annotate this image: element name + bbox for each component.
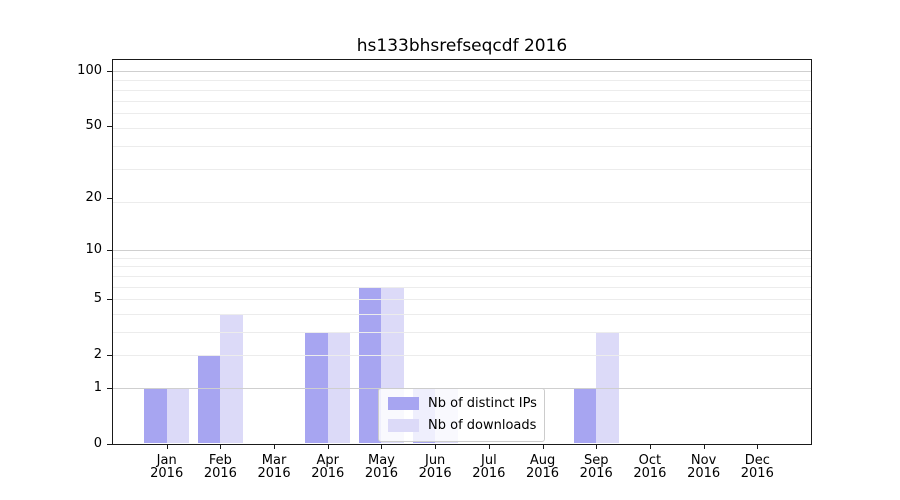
- y-tick-label: 100: [77, 63, 102, 79]
- bar-downloads: [596, 331, 619, 444]
- x-tickmark: [596, 444, 598, 449]
- y-tickmark: [107, 354, 113, 356]
- gridline-minor: [113, 298, 811, 300]
- x-tickmark: [166, 444, 168, 449]
- gridline-minor: [113, 169, 811, 171]
- legend-entry-downloads: Nb of downloads: [388, 418, 537, 433]
- bar-downloads: [327, 331, 351, 444]
- gridline-minor: [113, 127, 811, 129]
- bar-distinct-ips: [573, 387, 597, 444]
- gridline-minor: [113, 354, 811, 356]
- bar-distinct-ips: [144, 387, 167, 444]
- bar-distinct-ips: [197, 354, 221, 444]
- x-tickmark: [381, 444, 383, 449]
- x-tick-label: Jun 2016: [408, 453, 462, 481]
- x-tickmark: [757, 444, 759, 449]
- gridline-minor: [113, 100, 811, 102]
- gridline-minor: [113, 275, 811, 277]
- x-tick-label: Sep 2016: [569, 453, 623, 481]
- x-tick-label-year: 2016: [633, 466, 667, 481]
- bar-downloads: [166, 387, 190, 444]
- x-tickmark: [220, 444, 222, 449]
- x-tick-label: Jul 2016: [462, 453, 516, 481]
- gridline-major: [113, 250, 811, 252]
- x-tick-label-year: 2016: [311, 466, 345, 481]
- legend-swatch-downloads: [388, 419, 419, 432]
- bar-distinct-ips: [359, 286, 382, 444]
- x-tick-label-year: 2016: [150, 466, 184, 481]
- gridline-minor: [113, 145, 811, 147]
- gridline-major: [113, 71, 811, 73]
- bar-downloads: [220, 313, 243, 444]
- gridline-minor: [113, 80, 811, 82]
- y-tickmark: [107, 71, 113, 73]
- x-tick-label: Mar 2016: [247, 453, 301, 481]
- legend: Nb of distinct IPs Nb of downloads: [378, 388, 545, 442]
- y-tick-label: 10: [85, 242, 102, 258]
- y-tickmark: [107, 443, 113, 445]
- gridline-minor: [113, 113, 811, 115]
- x-tickmark: [274, 444, 276, 449]
- y-tick-label: 50: [85, 118, 102, 134]
- y-tickmark: [107, 250, 113, 252]
- x-tick-label-year: 2016: [740, 466, 774, 481]
- bar-distinct-ips: [305, 331, 328, 444]
- gridline-minor: [113, 89, 811, 91]
- gridline-minor: [113, 257, 811, 259]
- x-tick-label: Feb 2016: [194, 453, 248, 481]
- legend-label-distinct-ips: Nb of distinct IPs: [428, 396, 537, 411]
- y-tick-label: 5: [93, 290, 102, 306]
- gridline-minor: [113, 331, 811, 333]
- x-tickmark: [703, 444, 705, 449]
- x-tick-label-year: 2016: [257, 466, 291, 481]
- x-tick-label-year: 2016: [472, 466, 506, 481]
- y-tick-label: 0: [93, 435, 102, 451]
- x-tick-label: May 2016: [355, 453, 409, 481]
- x-tickmark: [327, 444, 329, 449]
- x-tick-label-year: 2016: [364, 466, 398, 481]
- x-tickmark: [435, 444, 437, 449]
- legend-label-downloads: Nb of downloads: [428, 418, 537, 433]
- x-tick-label-year: 2016: [525, 466, 560, 481]
- x-tick-label-year: 2016: [687, 466, 721, 481]
- x-tick-label-year: 2016: [418, 466, 452, 481]
- x-tickmark: [542, 444, 544, 449]
- y-tick-label: 2: [93, 346, 102, 362]
- chart-title: hs133bhsrefseqcdf 2016: [356, 36, 568, 56]
- gridline-minor: [113, 266, 811, 268]
- y-tickmark: [107, 197, 113, 199]
- y-tick-label: 1: [93, 379, 102, 395]
- x-tickmark: [649, 444, 651, 449]
- x-tick-label-year: 2016: [579, 466, 613, 481]
- gridline-minor: [113, 201, 811, 203]
- y-tickmark: [107, 298, 113, 300]
- x-tick-label: Aug 2016: [516, 453, 570, 481]
- x-tick-label: Apr 2016: [301, 453, 355, 481]
- x-tick-label: Nov 2016: [677, 453, 731, 481]
- legend-entry-distinct-ips: Nb of distinct IPs: [388, 396, 537, 411]
- x-tick-label-year: 2016: [203, 466, 237, 481]
- x-tick-label: Jan 2016: [140, 453, 194, 481]
- y-tickmark: [107, 387, 113, 389]
- x-tick-label: Oct 2016: [623, 453, 677, 481]
- y-tick-label: 20: [85, 189, 102, 205]
- legend-swatch-distinct-ips: [388, 397, 419, 410]
- x-tick-label: Dec 2016: [730, 453, 784, 481]
- gridline-minor: [113, 286, 811, 288]
- gridline-minor: [113, 313, 811, 315]
- y-tickmark: [107, 126, 113, 128]
- x-tickmark: [488, 444, 490, 449]
